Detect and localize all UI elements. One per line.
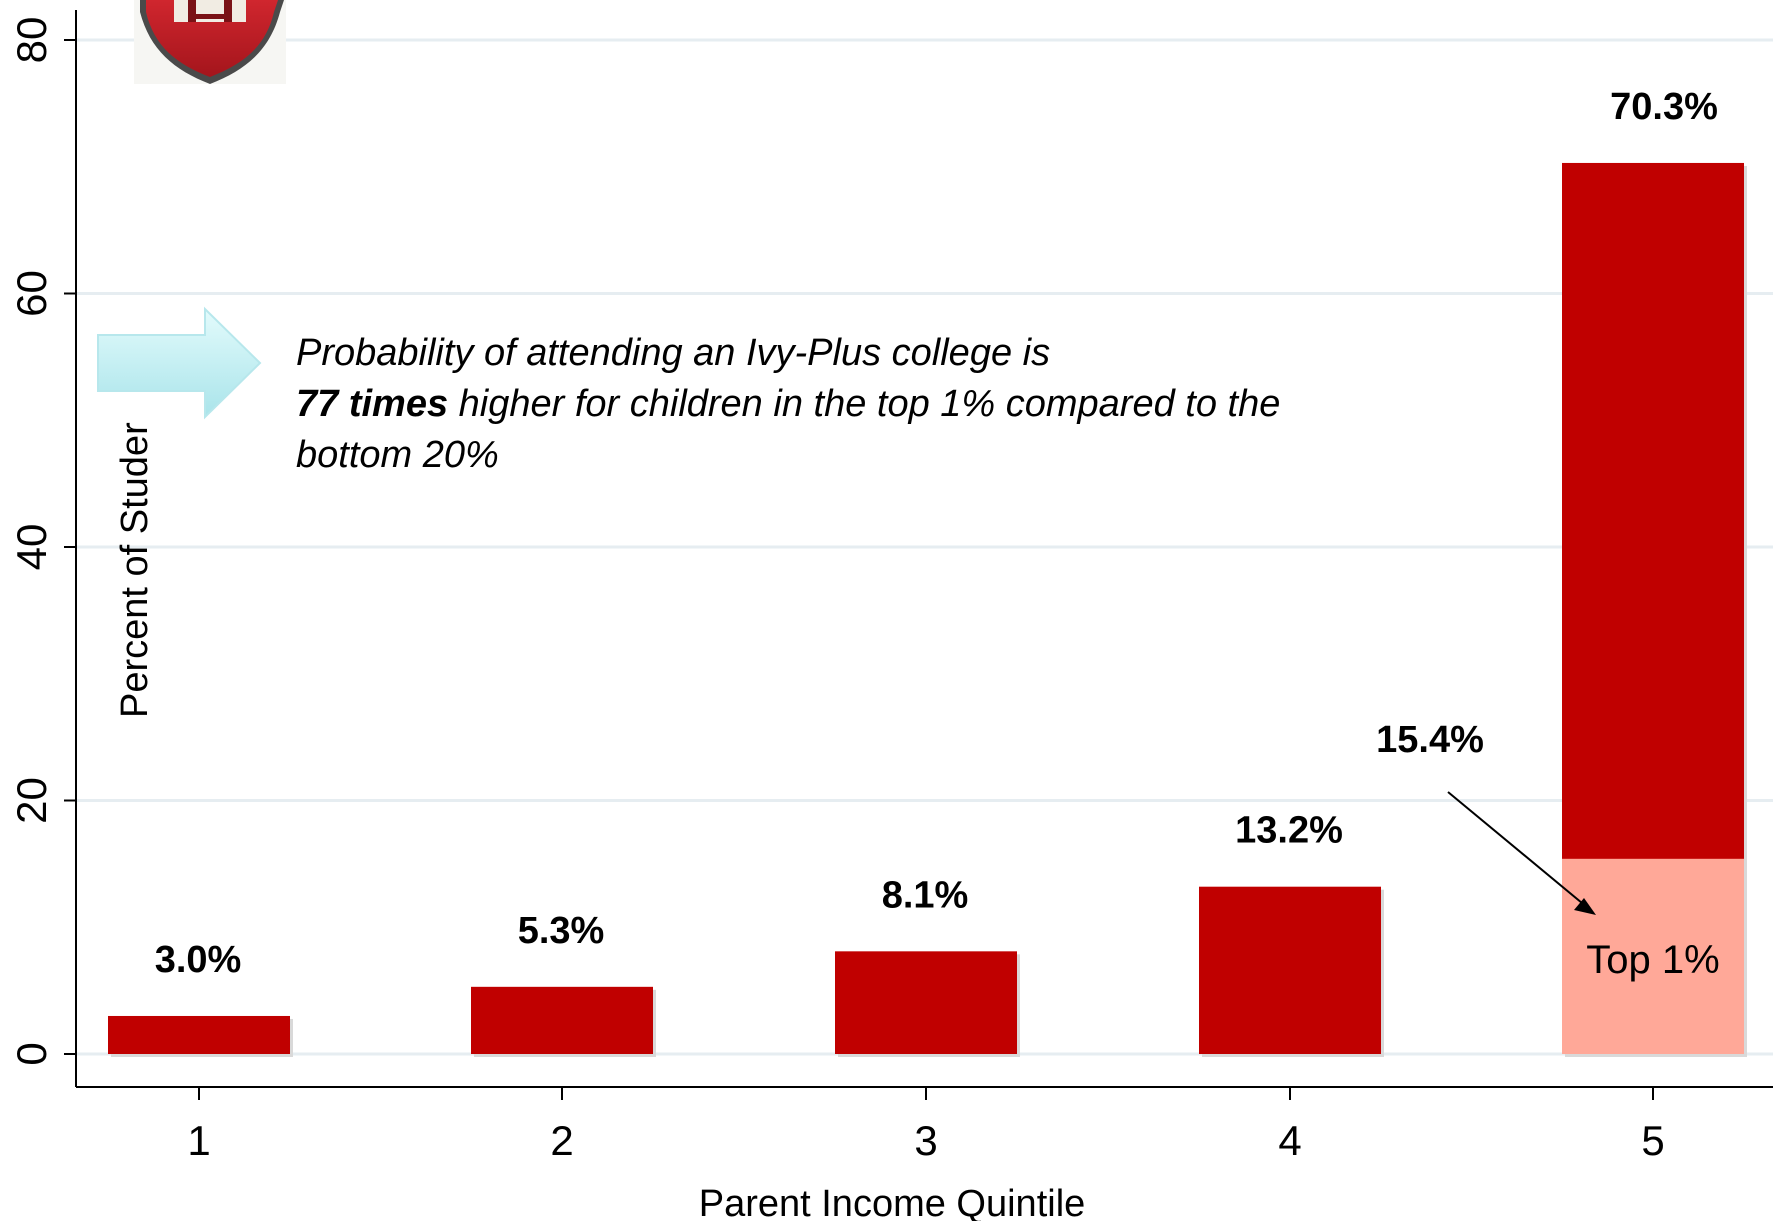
bars xyxy=(108,162,1747,1057)
annotation-line-2-rest: higher for children in the top 1% compar… xyxy=(448,383,1280,425)
x-axis-title: Parent Income Quintile xyxy=(699,1183,1086,1221)
y-tick-label: 20 xyxy=(8,777,55,824)
bar-value-label: 5.3% xyxy=(518,910,605,952)
bar-value-label: 3.0% xyxy=(155,939,242,981)
annotation-line-1: Probability of attending an Ivy-Plus col… xyxy=(296,332,1050,374)
y-axis-title: Percent of Studer xyxy=(114,422,156,718)
x-tick-label: 5 xyxy=(1641,1117,1664,1164)
annotation-line-3: bottom 20% xyxy=(296,434,499,476)
callout-arrow-icon xyxy=(97,306,262,420)
annotation-bold: 77 times xyxy=(296,383,448,425)
bar-value-label: 8.1% xyxy=(882,874,969,916)
bar-quintile-2 xyxy=(471,986,653,1054)
x-axis-ticks: 1 2 3 4 5 xyxy=(187,1087,1665,1164)
y-axis-ticks: 0 20 40 60 80 xyxy=(8,17,76,1066)
bar-value-label: 70.3% xyxy=(1610,86,1718,128)
top1-inset-label: Top 1% xyxy=(1586,938,1719,982)
x-tick-label: 3 xyxy=(914,1117,937,1164)
y-tick-label: 0 xyxy=(8,1042,55,1065)
bar-quintile-4 xyxy=(1199,886,1381,1054)
bar-quintile-1 xyxy=(108,1015,290,1054)
bar-top1-segment xyxy=(1562,858,1744,1054)
bar-quintile-3 xyxy=(835,951,1017,1054)
data-labels: 3.0% 5.3% 8.1% 13.2% 70.3% Top 1% xyxy=(155,86,1720,982)
y-tick-label: 60 xyxy=(8,270,55,317)
bar-value-label: 13.2% xyxy=(1235,810,1343,852)
y-tick-label: 40 xyxy=(8,524,55,571)
x-tick-label: 1 xyxy=(187,1117,210,1164)
annotation-line-2: 77 times higher for children in the top … xyxy=(296,383,1280,425)
y-tick-label: 80 xyxy=(8,17,55,64)
x-tick-label: 4 xyxy=(1278,1117,1301,1164)
top1-value-label: 15.4% xyxy=(1376,719,1484,761)
harvard-shield-icon xyxy=(134,0,286,84)
gridlines xyxy=(76,38,1773,1056)
top1-pointer-arrowhead xyxy=(1574,898,1596,915)
x-tick-label: 2 xyxy=(550,1117,573,1164)
top1-pointer-line xyxy=(1447,791,1589,909)
